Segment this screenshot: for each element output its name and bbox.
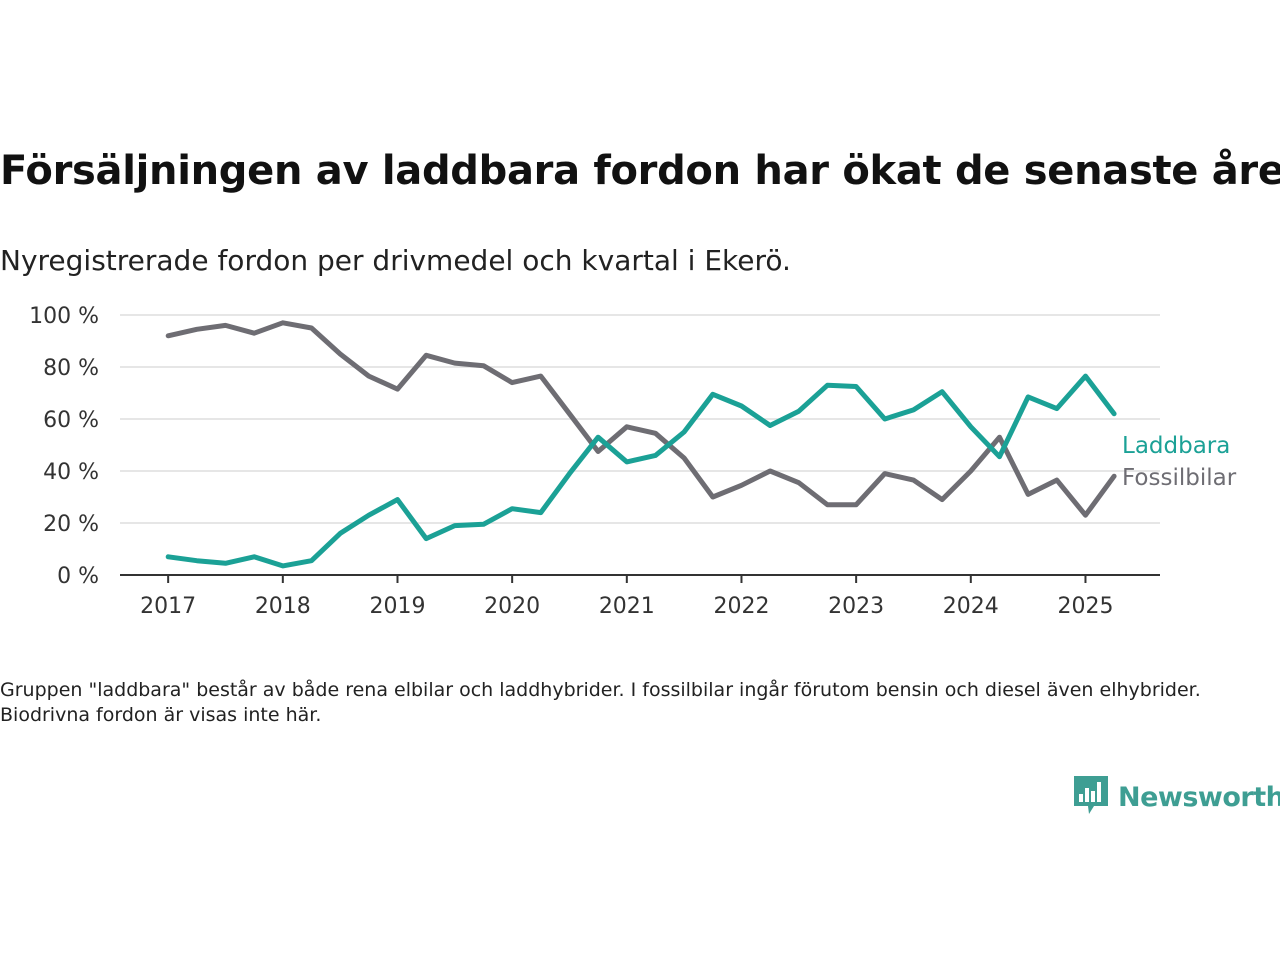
grid-layer <box>120 314 1160 524</box>
axis-layer: 0 % 20 % 40 % 60 % 80 % 100 % 2017 2018 2019 2020… <box>29 304 1160 619</box>
bar-chart-speech-bubble-icon <box>1072 774 1110 820</box>
y-tick-label: 0 % <box>57 564 99 589</box>
x-tick-label: 2024 <box>943 594 999 619</box>
series-label-fossilbilar: Fossilbilar <box>1122 465 1237 491</box>
x-tick-label: 2025 <box>1057 594 1113 619</box>
series-label-laddbara: Laddbara <box>1122 433 1230 459</box>
x-tick-label: 2022 <box>713 594 769 619</box>
y-tick-label: 80 % <box>43 356 99 381</box>
line-chart: 0 % 20 % 40 % 60 % 80 % 100 % 2017 2018 2019 2020… <box>29 304 1237 619</box>
y-tick-label: 20 % <box>43 512 99 537</box>
footnote: Gruppen "laddbara" består av både rena e… <box>0 679 1201 726</box>
logo-text: Newsworthy <box>1118 781 1280 813</box>
x-tick-label: 2017 <box>140 594 196 619</box>
x-tick-label: 2018 <box>255 594 311 619</box>
chart-title: Försäljningen av laddbara fordon har öka… <box>0 148 1280 194</box>
y-tick-label: 100 % <box>29 304 99 329</box>
x-tick-label: 2019 <box>369 594 425 619</box>
y-tick-label: 60 % <box>43 408 99 433</box>
label-layer: Laddbara Fossilbilar <box>1122 433 1237 491</box>
series-line-laddbara <box>165 373 1117 569</box>
y-tick-label: 40 % <box>43 460 99 485</box>
x-tick-label: 2020 <box>484 594 540 619</box>
series-layer <box>165 320 1117 569</box>
newsworthy-logo[interactable]: Newsworthy <box>1072 774 1280 820</box>
series-line-fossilbilar <box>165 320 1117 518</box>
chart-subtitle: Nyregistrerade fordon per drivmedel och … <box>0 244 791 277</box>
x-tick-label: 2023 <box>828 594 884 619</box>
x-tick-label: 2021 <box>599 594 655 619</box>
